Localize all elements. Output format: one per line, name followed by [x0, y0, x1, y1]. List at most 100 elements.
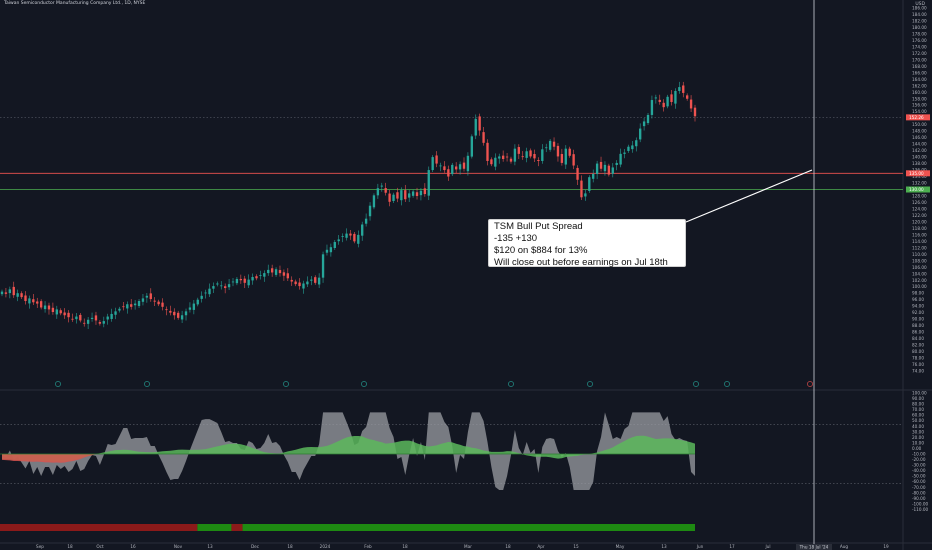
oscillator-tick-label: 10.00: [912, 440, 924, 445]
support-price-label: 130.00: [909, 187, 924, 192]
price-tick-label: 136.00: [912, 168, 927, 173]
candle-body: [173, 311, 176, 316]
candle-body: [0, 291, 4, 295]
candle-body: [32, 299, 35, 303]
time-tick-label: Oct: [96, 544, 104, 549]
candle-body: [153, 300, 156, 302]
candle-body: [239, 278, 243, 281]
overlay: [685, 0, 815, 544]
candle-body: [94, 315, 98, 321]
candle-body: [63, 312, 66, 316]
candle-body: [294, 281, 297, 285]
candle-body: [169, 310, 172, 313]
time-tick-label: 18: [402, 544, 408, 549]
candle-body: [666, 96, 669, 107]
oscillator-tick-label: -80.00: [912, 490, 926, 495]
event-marker: [587, 381, 593, 387]
candle-body: [345, 233, 348, 238]
event-marker: [724, 381, 730, 387]
annotation-line-1: TSM Bull Put Spread: [494, 221, 583, 232]
candle-body: [404, 190, 407, 200]
candle-body: [650, 100, 654, 115]
candle-body: [411, 191, 415, 196]
price-tick-label: 162.00: [912, 83, 927, 88]
candle-body: [71, 318, 74, 320]
candle-body: [298, 282, 301, 287]
candle-body: [259, 275, 262, 276]
candle-body: [400, 190, 403, 201]
symbol-title: Taiwan Semiconductor Manufacturing Compa…: [4, 1, 146, 6]
time-tick-label: 17: [729, 544, 735, 549]
candle-body: [537, 160, 540, 161]
candle-body: [662, 102, 665, 108]
oscillator-tick-label: 20.00: [912, 435, 924, 440]
candle-body: [576, 167, 579, 180]
time-tick-label: May: [616, 544, 625, 549]
candle-body: [180, 315, 184, 320]
candle-body: [227, 284, 231, 288]
candle-body: [8, 289, 12, 294]
price-tick-label: 186.00: [912, 6, 927, 11]
candle-body: [12, 286, 15, 296]
candle-body: [122, 306, 125, 308]
oscillator-tick-label: -30.00: [912, 463, 926, 468]
candle-body: [98, 322, 102, 324]
candle-body: [59, 310, 62, 314]
candle-body: [16, 293, 19, 297]
candle-body: [43, 305, 47, 310]
annotation-line-4: Will close out before earnings on Jul 18…: [494, 257, 668, 268]
time-tick-label: Mar: [464, 544, 472, 549]
annotation-callout[interactable]: TSM Bull Put Spread -135 +130 $120 on $8…: [488, 219, 686, 268]
candle-body: [4, 292, 8, 294]
price-tick-label: 96.00: [912, 297, 924, 302]
candle-body: [388, 193, 391, 202]
time-tick-label: 2024: [320, 544, 331, 549]
candle-body: [572, 154, 575, 166]
candle-body: [584, 193, 587, 197]
price-tick-label: 84.00: [912, 336, 924, 341]
candle-body: [337, 239, 340, 242]
candle-body: [509, 158, 513, 162]
price-tick-label: 118.00: [912, 226, 927, 231]
price-tick-label: 144.00: [912, 142, 927, 147]
time-tick-label: 13: [661, 544, 667, 549]
candle-body: [141, 298, 145, 302]
candle-body: [149, 293, 152, 300]
candle-body: [177, 312, 180, 318]
support-price-tag: [906, 186, 930, 193]
price-tick-label: 124.00: [912, 206, 927, 211]
candle-body: [623, 152, 626, 154]
candle-body: [314, 277, 317, 283]
price-tick-label: 98.00: [912, 291, 924, 296]
candle-body: [274, 269, 278, 275]
candle-body: [494, 157, 497, 167]
candle-body: [568, 148, 571, 156]
event-marker: [144, 381, 150, 387]
time-tick-label: Feb: [364, 544, 372, 549]
candle-body: [466, 155, 470, 172]
candle-body: [208, 288, 211, 295]
oscillator-tick-label: 60.00: [912, 413, 924, 418]
price-tick-label: 166.00: [912, 70, 927, 75]
oscillator-tick-label: 90.00: [912, 396, 924, 401]
price-tick-label: 134.00: [912, 174, 927, 179]
time-tick-label: Jul: [764, 544, 770, 549]
price-tick-label: 132.00: [912, 181, 927, 186]
price-tick-label: 160.00: [912, 90, 927, 95]
candle-body: [685, 95, 689, 99]
candle-body: [353, 233, 356, 242]
candle-body: [282, 272, 286, 276]
price-tick-label: 126.00: [912, 200, 927, 205]
candle-body: [86, 319, 90, 324]
trend-bar-segment-bullish: [197, 524, 232, 531]
candle-body: [306, 281, 309, 285]
candle-body: [114, 311, 117, 315]
oscillator-tick-label: -90.00: [912, 496, 926, 501]
candle-body: [517, 147, 520, 154]
oscillator-tick-label: 100.00: [912, 391, 927, 396]
price-tick-label: 154.00: [912, 109, 927, 114]
candle-body: [560, 154, 564, 163]
price-tick-label: 94.00: [912, 304, 924, 309]
price-tick-label: 158.00: [912, 96, 927, 101]
